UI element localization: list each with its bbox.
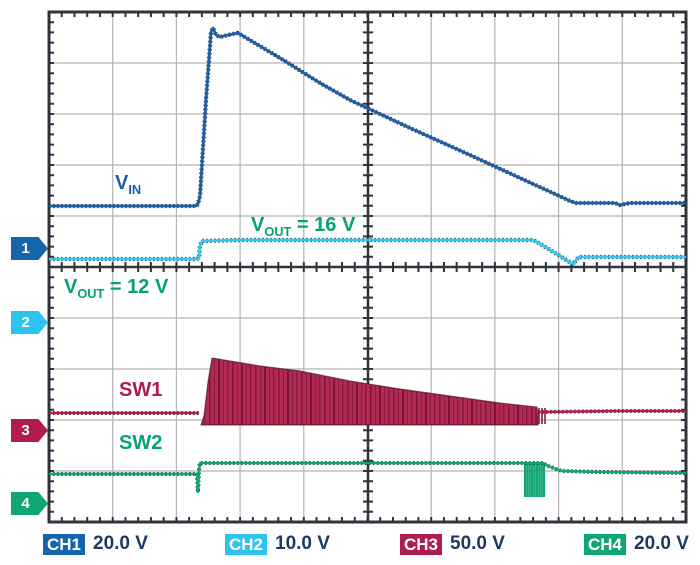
burst-ch4 bbox=[523, 463, 546, 497]
trace-ch1 bbox=[49, 26, 686, 208]
ch3-badge: CH3 bbox=[400, 533, 443, 555]
trace-ch3 bbox=[537, 409, 686, 414]
legend-ch2: CH2 10.0 V bbox=[225, 533, 330, 555]
trace-noise-ch4 bbox=[195, 461, 687, 493]
ch4-scale: 20.0 V bbox=[634, 533, 689, 554]
ch4-marker: 4 bbox=[11, 492, 48, 515]
label-vout16-sub: OUT bbox=[264, 224, 292, 239]
legend-ch4: CH4 20.0 V bbox=[584, 533, 689, 555]
label-vin-main: V bbox=[115, 172, 129, 194]
ch2-marker: 2 bbox=[11, 311, 48, 334]
trace-texture-ch3 bbox=[201, 358, 538, 425]
label-vout-12v: VOUT = 12 V bbox=[64, 277, 168, 301]
ch1-marker: 1 bbox=[11, 237, 48, 260]
ch4-marker-number: 4 bbox=[21, 495, 30, 512]
label-vout16-main: V bbox=[251, 214, 265, 236]
plot-border bbox=[47, 10, 688, 524]
label-sw1: SW1 bbox=[119, 380, 162, 400]
ch1-badge: CH1 bbox=[43, 533, 86, 555]
ch3-marker: 3 bbox=[11, 419, 48, 442]
ch4-badge: CH4 bbox=[584, 533, 627, 555]
ch2-scale: 10.0 V bbox=[275, 533, 330, 554]
trace-ch4 bbox=[195, 461, 687, 494]
label-vout16-rest: = 16 V bbox=[291, 214, 356, 236]
trace-ch2 bbox=[49, 238, 686, 266]
burst-ch3 bbox=[535, 408, 546, 424]
ch3-marker-number: 3 bbox=[21, 422, 30, 439]
ch2-badge: CH2 bbox=[225, 533, 268, 555]
label-vout12-rest: = 12 V bbox=[104, 276, 169, 298]
label-vin: VIN bbox=[115, 173, 141, 197]
label-sw2-text: SW2 bbox=[119, 432, 163, 454]
ch1-marker-number: 1 bbox=[21, 240, 30, 257]
ch2-marker-number: 2 bbox=[21, 314, 30, 331]
legend-ch3: CH3 50.0 V bbox=[400, 533, 505, 555]
ch3-scale: 50.0 V bbox=[450, 533, 505, 554]
label-vout12-main: V bbox=[64, 276, 78, 298]
label-vin-sub: IN bbox=[128, 182, 142, 197]
center-axes bbox=[49, 12, 686, 522]
label-sw1-text: SW1 bbox=[119, 379, 163, 401]
ch1-scale: 20.0 V bbox=[93, 533, 148, 554]
label-vout-16v: VOUT = 16 V bbox=[251, 215, 355, 239]
label-vout12-sub: OUT bbox=[77, 286, 105, 301]
label-sw2: SW2 bbox=[119, 433, 162, 453]
legend-ch1: CH1 20.0 V bbox=[43, 533, 148, 555]
